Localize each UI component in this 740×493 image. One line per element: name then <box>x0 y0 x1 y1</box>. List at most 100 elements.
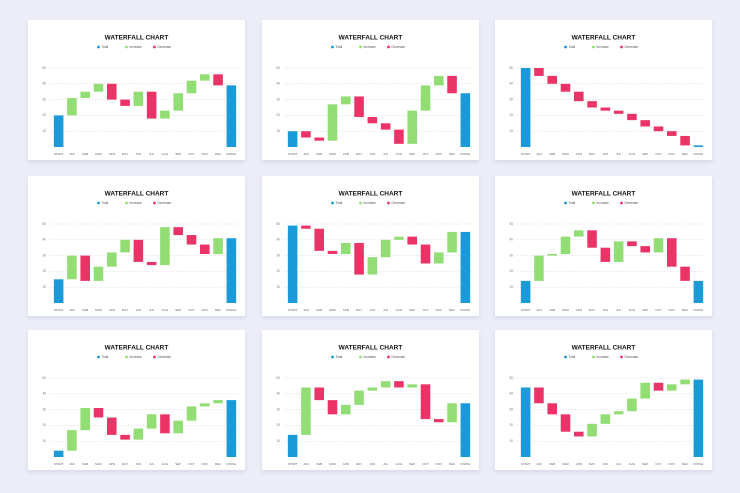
chart-title: WATERFALL CHART <box>105 345 169 352</box>
x-tick-label: JUL <box>383 462 389 466</box>
x-tick-label: START <box>54 308 64 312</box>
increase-bar <box>146 414 157 429</box>
decrease-bar <box>314 228 324 251</box>
decrease-bar <box>640 246 650 253</box>
x-tick-label: FINISH <box>226 308 236 312</box>
y-tick-label: 10 <box>276 129 280 133</box>
x-tick-label: MAR <box>562 308 570 312</box>
y-tick-label: 50 <box>276 66 280 70</box>
legend-label: Total <box>102 355 109 359</box>
total-bar <box>520 68 531 147</box>
decrease-bar <box>547 403 557 415</box>
x-tick-label: JUL <box>149 308 155 312</box>
x-tick-label: JUN <box>602 462 608 466</box>
x-tick-label: JUN <box>369 308 375 312</box>
y-tick-label: 20 <box>276 269 280 273</box>
y-tick-label: 20 <box>42 269 46 273</box>
x-tick-label: NOV <box>202 308 209 312</box>
y-tick-label: 50 <box>276 222 280 226</box>
decrease-bar <box>327 250 338 255</box>
legend-label: Increase <box>364 45 376 49</box>
y-tick-label: 10 <box>42 129 46 133</box>
y-tick-label: 50 <box>42 66 46 70</box>
legend-swatch <box>592 355 595 359</box>
x-tick-label: START <box>521 308 531 312</box>
y-tick-label: 10 <box>42 285 46 289</box>
x-tick-label: MAR <box>562 462 570 466</box>
legend-label: Decrease <box>158 45 172 49</box>
legend-swatch <box>153 45 156 49</box>
x-tick-label: JUL <box>383 308 389 312</box>
increase-bar <box>560 236 571 255</box>
chart: WATERFALL CHART Total Increase Decrease 10 20… <box>276 35 472 156</box>
decrease-bar <box>534 68 544 76</box>
x-tick-label: NOV <box>436 152 443 156</box>
y-tick-label: 30 <box>276 253 280 257</box>
x-tick-label: JAN <box>69 152 75 156</box>
legend-swatch <box>125 355 128 359</box>
legend-swatch <box>387 45 390 49</box>
legend-label: Total <box>569 45 576 49</box>
x-tick-label: DEC <box>449 462 456 466</box>
decrease-bar <box>420 244 431 264</box>
x-tick-label: START <box>288 152 298 156</box>
increase-bar <box>354 390 364 405</box>
x-tick-label: NOV <box>669 152 676 156</box>
increase-bar <box>200 74 210 81</box>
x-tick-label: SEP <box>642 462 648 466</box>
chart-title: WATERFALL CHART <box>339 35 403 42</box>
decrease-bar <box>653 126 664 132</box>
x-tick-label: OCT <box>188 308 195 312</box>
increase-bar <box>107 252 117 267</box>
x-tick-label: OCT <box>422 308 429 312</box>
x-tick-label: APR <box>576 152 583 156</box>
y-tick-label: 40 <box>509 238 513 242</box>
x-tick-label: FINISH <box>460 152 470 156</box>
x-tick-label: AUG <box>162 152 169 156</box>
y-tick-label: 30 <box>509 407 513 411</box>
increase-bar <box>200 403 210 407</box>
x-tick-label: FEB <box>316 308 322 312</box>
decrease-bar <box>394 129 404 144</box>
legend-label: Increase <box>130 201 142 205</box>
x-tick-label: SEP <box>409 308 415 312</box>
total-bar <box>520 387 531 457</box>
decrease-bar <box>587 101 597 108</box>
increase-bar <box>434 252 444 264</box>
chart-card: WATERFALL CHART Total Increase Decrease 10 20… <box>28 20 245 160</box>
x-tick-label: MAR <box>329 152 337 156</box>
legend-swatch <box>97 355 100 359</box>
chart-title: WATERFALL CHART <box>572 191 636 198</box>
x-tick-label: JAN <box>536 462 542 466</box>
x-tick-label: MAR <box>95 462 103 466</box>
decrease-bar <box>367 116 378 124</box>
increase-bar <box>613 411 624 415</box>
x-tick-label: OCT <box>655 462 662 466</box>
total-bar <box>53 115 64 147</box>
increase-bar <box>574 230 584 237</box>
legend-label: Increase <box>364 201 376 205</box>
y-tick-label: 40 <box>276 392 280 396</box>
decrease-bar <box>354 96 364 117</box>
x-tick-label: SEP <box>175 152 181 156</box>
increase-bar <box>173 93 183 111</box>
y-tick-label: 10 <box>509 439 513 443</box>
x-tick-label: APR <box>576 308 583 312</box>
x-tick-label: JUL <box>383 152 389 156</box>
decrease-bar <box>613 110 624 114</box>
chart: WATERFALL CHART Total Increase Decrease 10 20… <box>509 191 705 312</box>
y-tick-label: 50 <box>509 376 513 380</box>
x-tick-label: DEC <box>215 462 222 466</box>
legend-swatch <box>125 201 128 205</box>
y-tick-label: 30 <box>509 253 513 257</box>
x-tick-label: DEC <box>682 462 689 466</box>
decrease-bar <box>301 131 311 138</box>
x-tick-label: MAR <box>329 462 337 466</box>
legend-label: Total <box>336 355 343 359</box>
x-tick-label: AUG <box>396 152 403 156</box>
y-tick-label: 30 <box>509 97 513 101</box>
chart: WATERFALL CHART Total Increase Decrease 10 20… <box>276 345 472 466</box>
x-tick-label: APR <box>109 462 116 466</box>
increase-bar <box>133 428 144 440</box>
y-tick-label: 30 <box>276 407 280 411</box>
